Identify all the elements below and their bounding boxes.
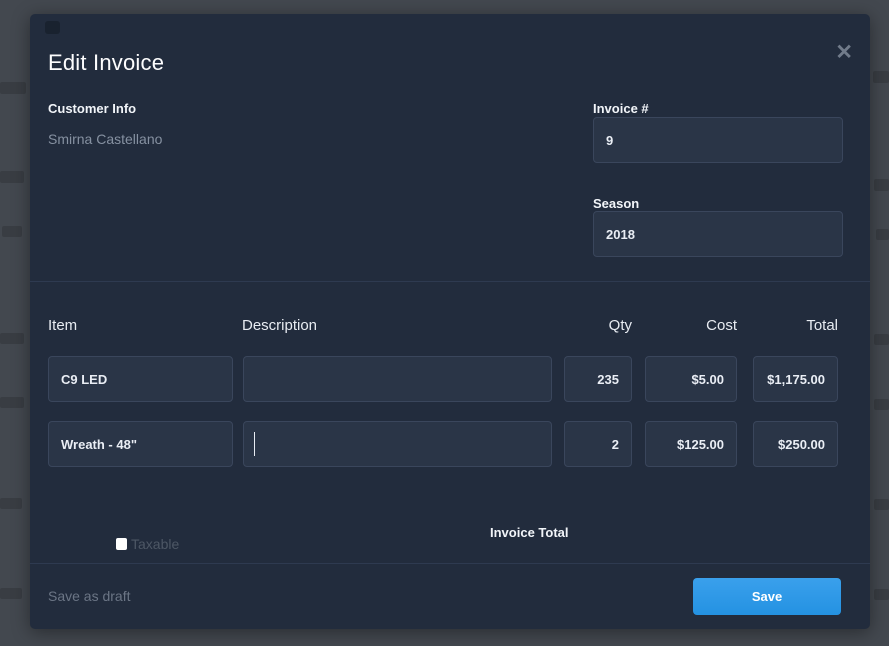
item-input[interactable] <box>48 356 233 402</box>
total-input[interactable] <box>753 356 838 402</box>
qty-input[interactable] <box>564 421 632 467</box>
item-input[interactable] <box>48 421 233 467</box>
backdrop-text-fragment <box>873 71 889 83</box>
season-label: Season <box>593 196 640 211</box>
taxable-field: Taxable <box>116 536 179 552</box>
text-cursor <box>254 432 255 456</box>
backdrop-text-fragment <box>0 171 24 183</box>
backdrop-text-fragment <box>874 499 889 510</box>
column-header-qty: Qty <box>608 317 632 334</box>
backdrop-text-fragment <box>0 588 22 599</box>
backdrop-text-fragment <box>0 498 22 509</box>
backdrop-text-fragment <box>0 333 24 344</box>
backdrop-artifact <box>45 21 60 34</box>
invoice-number-input[interactable] <box>593 117 843 163</box>
backdrop-text-fragment <box>874 334 889 345</box>
description-input[interactable] <box>243 421 552 467</box>
save-as-draft-link[interactable]: Save as draft <box>48 588 131 604</box>
line-items-header-row: Item Description Qty Cost Total <box>48 317 838 335</box>
backdrop-text-fragment <box>2 226 22 237</box>
description-input[interactable] <box>243 356 552 402</box>
taxable-checkbox[interactable] <box>116 538 127 550</box>
backdrop-text-fragment <box>876 229 889 240</box>
divider <box>30 563 870 564</box>
customer-name: Smirna Castellano <box>48 131 163 147</box>
line-item-row <box>48 421 838 467</box>
close-icon[interactable]: ✕ <box>831 38 857 67</box>
modal-title: Edit Invoice <box>48 50 165 75</box>
column-header-description: Description <box>242 317 318 334</box>
season-input[interactable] <box>593 211 843 257</box>
backdrop-text-fragment <box>874 399 889 410</box>
total-input[interactable] <box>753 421 838 467</box>
cost-input[interactable] <box>645 356 737 402</box>
cost-input[interactable] <box>645 421 737 467</box>
backdrop-text-fragment <box>0 397 24 408</box>
backdrop-text-fragment <box>874 179 889 191</box>
invoice-total-label: Invoice Total <box>490 525 569 540</box>
backdrop-text-fragment <box>874 589 889 600</box>
column-header-item: Item <box>48 317 78 334</box>
column-header-cost: Cost <box>706 317 737 334</box>
line-item-row <box>48 356 838 402</box>
edit-invoice-modal: Edit Invoice ✕ Customer Info Smirna Cast… <box>30 14 870 629</box>
backdrop-text-fragment <box>0 82 26 94</box>
customer-info-label: Customer Info <box>48 101 137 116</box>
column-header-total: Total <box>806 317 838 334</box>
save-button[interactable]: Save <box>693 578 841 615</box>
taxable-label: Taxable <box>131 536 180 552</box>
divider <box>30 281 870 282</box>
qty-input[interactable] <box>564 356 632 402</box>
invoice-number-label: Invoice # <box>593 101 649 116</box>
